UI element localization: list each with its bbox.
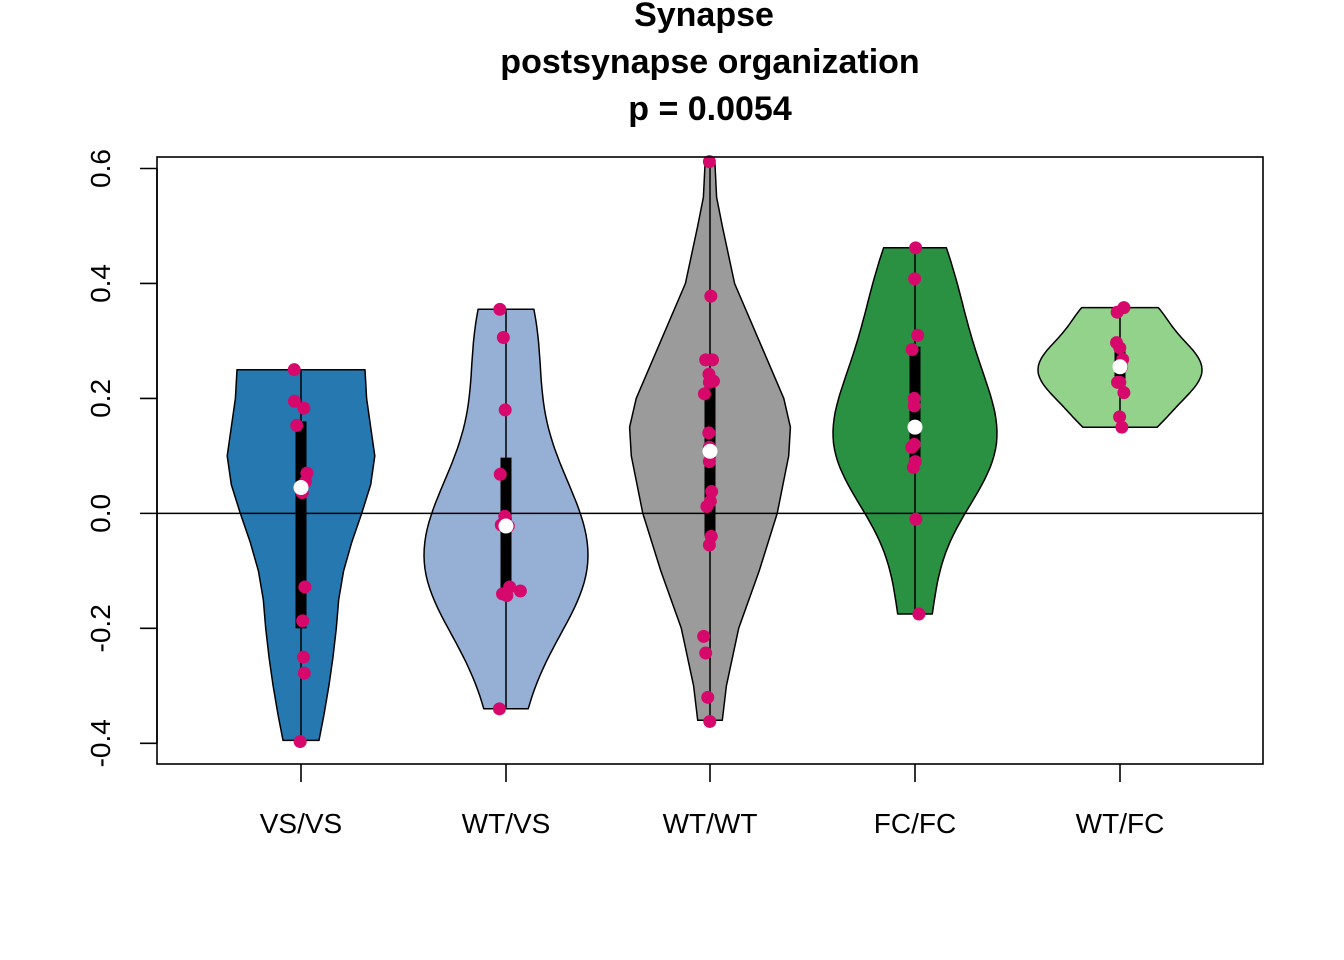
data-point-wt-wt: [704, 289, 718, 303]
data-point-vs-vs: [287, 394, 301, 408]
data-point-wt-vs: [513, 584, 527, 598]
data-point-wt-wt: [702, 455, 716, 469]
data-point-wt-vs: [500, 589, 514, 603]
data-point-wt-wt: [706, 374, 720, 388]
data-point-fc-fc: [906, 460, 920, 474]
median-marker-fc-fc: [907, 419, 923, 435]
x-tick-label: WT/VS: [462, 808, 551, 839]
data-point-wt-wt: [705, 485, 719, 499]
data-point-vs-vs: [293, 735, 307, 749]
median-marker-wt-vs: [498, 518, 514, 534]
y-axis: -0.4 -0.2 0.0 0.2 0.4 0.6: [85, 149, 158, 767]
data-point-wt-wt: [702, 426, 716, 440]
data-point-wt-vs: [492, 702, 506, 716]
data-point-vs-vs: [287, 363, 301, 377]
data-point-vs-vs: [296, 614, 310, 628]
data-point-wt-wt: [701, 690, 715, 704]
data-point-wt-vs: [493, 302, 507, 316]
data-point-fc-fc: [911, 328, 925, 342]
data-point-vs-vs: [297, 401, 311, 415]
title-line-2: postsynapse organization: [500, 43, 919, 81]
data-point-wt-fc: [1117, 386, 1131, 400]
median-marker-wt-wt: [702, 443, 718, 459]
y-tick-label: 0.4: [85, 264, 116, 303]
data-point-wt-wt: [699, 353, 713, 367]
data-point-vs-vs: [298, 580, 312, 594]
data-point-wt-wt: [702, 155, 716, 169]
data-point-wt-wt: [697, 629, 711, 643]
data-point-wt-fc: [1113, 341, 1127, 355]
x-tick-label: WT/WT: [663, 808, 758, 839]
data-point-wt-fc: [1110, 305, 1124, 319]
x-axis: VS/VS WT/VS WT/WT FC/FC WT/FC: [260, 764, 1165, 839]
data-point-vs-vs: [290, 418, 304, 432]
data-point-wt-wt: [697, 387, 711, 401]
data-point-wt-fc: [1115, 420, 1129, 434]
data-point-wt-vs: [496, 330, 510, 344]
median-marker-vs-vs: [293, 480, 309, 496]
x-tick-label: FC/FC: [874, 808, 956, 839]
data-point-fc-fc: [907, 399, 921, 413]
data-point-fc-fc: [909, 512, 923, 526]
iqr-box-vs-vs: [295, 421, 307, 629]
data-point-wt-fc: [1113, 410, 1127, 424]
y-tick-label: 0.6: [85, 149, 116, 188]
y-tick-label: -0.4: [85, 719, 116, 767]
data-point-wt-wt: [703, 714, 717, 728]
data-point-fc-fc: [908, 272, 922, 286]
data-point-wt-wt: [699, 646, 713, 660]
data-point-wt-vs: [493, 467, 507, 481]
data-point-fc-fc: [909, 241, 923, 255]
data-point-wt-vs: [498, 403, 512, 417]
data-point-vs-vs: [297, 666, 311, 680]
title-line-1: Synapse: [634, 0, 774, 34]
y-tick-label: 0.2: [85, 379, 116, 418]
data-point-fc-fc: [905, 343, 919, 357]
data-point-wt-fc: [1113, 375, 1127, 389]
data-point-fc-fc: [912, 607, 926, 621]
title-line-3: p = 0.0054: [628, 90, 792, 128]
data-point-wt-wt: [700, 499, 714, 513]
chart-title: Synapse postsynapse organization p = 0.0…: [500, 0, 919, 128]
points-layer: [287, 155, 1131, 749]
data-point-vs-vs: [296, 650, 310, 664]
x-tick-label: WT/FC: [1076, 808, 1165, 839]
median-marker-wt-fc: [1112, 359, 1128, 375]
data-point-wt-wt: [702, 538, 716, 552]
y-tick-label: 0.0: [85, 494, 116, 533]
x-tick-label: VS/VS: [260, 808, 342, 839]
y-tick-label: -0.2: [85, 604, 116, 652]
data-point-fc-fc: [905, 440, 919, 454]
